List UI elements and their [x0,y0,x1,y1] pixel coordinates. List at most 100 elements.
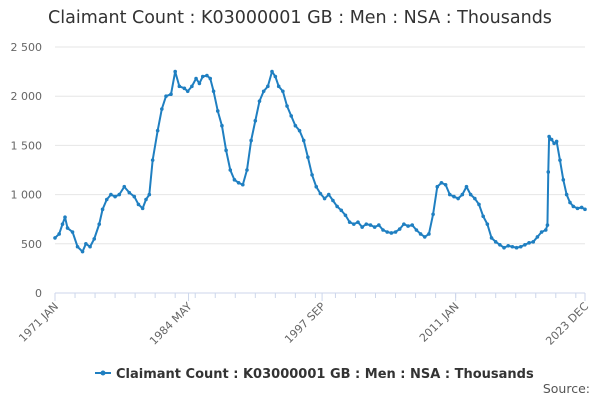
data-point[interactable] [173,69,177,74]
data-point[interactable] [547,134,551,139]
data-point[interactable] [185,89,190,94]
data-point[interactable] [489,236,494,240]
data-point[interactable] [100,207,105,212]
data-point[interactable] [232,178,237,182]
data-point[interactable] [318,191,323,196]
data-point[interactable] [422,235,427,239]
data-point[interactable] [301,138,306,143]
data-point[interactable] [80,249,85,254]
data-point[interactable] [215,109,220,113]
data-point[interactable] [452,194,456,199]
data-point[interactable] [389,231,394,235]
data-point[interactable] [97,222,102,226]
data-point[interactable] [70,230,75,234]
data-point[interactable] [381,228,385,232]
data-point[interactable] [335,204,339,209]
data-point[interactable] [249,138,253,143]
data-point[interactable] [414,228,419,232]
data-point[interactable] [545,223,550,227]
data-point[interactable] [498,242,502,247]
data-point[interactable] [293,123,298,128]
data-point[interactable] [240,182,245,187]
data-point[interactable] [481,214,485,219]
data-point[interactable] [406,224,410,228]
data-point[interactable] [190,84,194,89]
data-point[interactable] [339,208,344,213]
data-point[interactable] [518,244,523,249]
data-point[interactable] [364,222,369,226]
data-point[interactable] [523,242,527,247]
data-point[interactable] [571,204,576,209]
data-point[interactable] [136,202,141,207]
data-point[interactable] [443,182,448,187]
data-point[interactable] [132,194,137,199]
data-point[interactable] [464,184,469,189]
data-point[interactable] [549,137,554,142]
data-point[interactable] [485,222,490,226]
data-point[interactable] [113,194,117,199]
data-point[interactable] [473,196,477,201]
data-point[interactable] [144,197,148,202]
data-point[interactable] [310,173,314,177]
data-point[interactable] [65,226,70,230]
data-point[interactable] [57,232,61,236]
data-point[interactable] [385,230,389,234]
data-point[interactable] [200,74,205,79]
data-point[interactable] [561,178,566,182]
data-point[interactable] [510,244,515,249]
data-point[interactable] [558,158,562,162]
data-point[interactable] [539,230,544,234]
data-point[interactable] [418,232,423,236]
data-point[interactable] [554,139,559,144]
data-point[interactable] [205,73,209,78]
data-point[interactable] [506,243,511,248]
data-point[interactable] [427,232,431,236]
data-point[interactable] [368,223,373,227]
data-point[interactable] [326,192,331,197]
data-point[interactable] [575,206,580,211]
data-point[interactable] [360,225,364,229]
data-point[interactable] [377,223,381,227]
data-point[interactable] [460,192,465,197]
legend-label[interactable]: Claimant Count : K03000001 GB : Men : NS… [116,367,534,382]
data-point[interactable] [527,241,531,245]
data-point[interactable] [160,107,164,111]
data-point[interactable] [439,180,444,185]
data-point[interactable] [236,180,241,185]
data-point[interactable] [347,220,352,224]
data-point[interactable] [208,76,213,81]
data-point[interactable] [117,192,122,197]
data-point[interactable] [109,192,113,197]
data-point[interactable] [314,184,319,189]
data-point[interactable] [177,84,182,89]
data-point[interactable] [224,148,228,153]
data-point[interactable] [297,128,302,133]
data-point[interactable] [564,192,569,197]
data-point[interactable] [306,155,310,160]
data-point[interactable] [266,84,270,89]
data-point[interactable] [535,235,540,239]
data-point[interactable] [257,99,262,103]
data-point[interactable] [92,237,97,241]
data-point[interactable] [220,123,224,128]
data-point[interactable] [211,89,216,94]
legend[interactable]: Claimant Count : K03000001 GB : Men : NS… [95,367,534,382]
data-point[interactable] [245,168,249,172]
source-label[interactable]: Source: [543,381,590,396]
data-point[interactable] [352,222,356,226]
data-point[interactable] [164,94,168,98]
data-point[interactable] [53,236,57,240]
data-point[interactable] [431,212,435,217]
data-point[interactable] [197,81,202,86]
series-line[interactable] [54,70,586,253]
data-point[interactable] [543,228,548,232]
data-point[interactable] [356,220,360,224]
data-point[interactable] [514,245,519,250]
data-point[interactable] [140,206,145,211]
data-point[interactable] [273,74,278,79]
data-point[interactable] [261,89,266,94]
data-point[interactable] [322,196,327,201]
data-point[interactable] [150,158,155,162]
data-point[interactable] [289,114,294,118]
data-point[interactable] [435,184,440,189]
